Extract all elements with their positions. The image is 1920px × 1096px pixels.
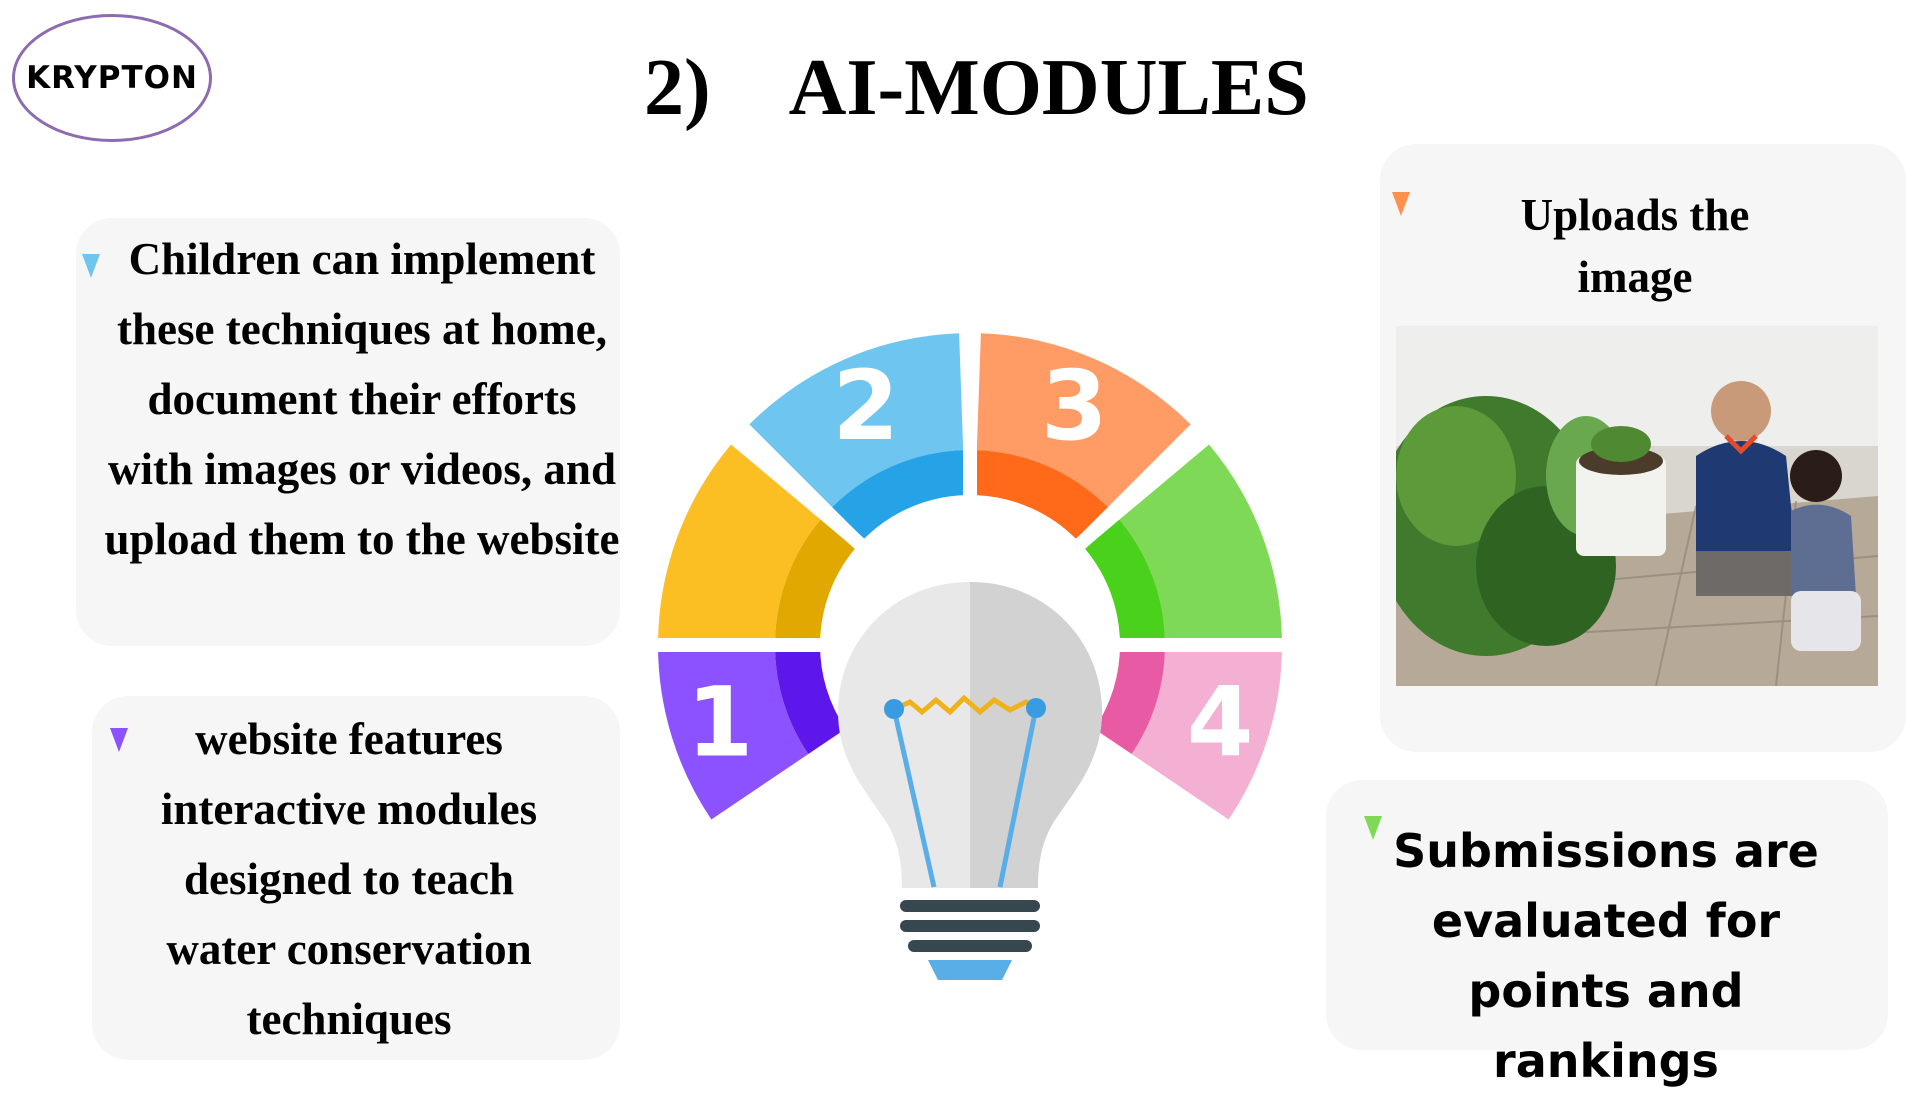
- wheel-number-4: 4: [1187, 666, 1254, 778]
- wheel-number-2: 2: [832, 350, 899, 462]
- card-interactive-modules: website features interactive modules des…: [92, 696, 620, 1060]
- card-text: Children can implement these techniques …: [104, 234, 620, 564]
- marker-triangle-icon: [82, 254, 100, 278]
- page-title: 2) AI-MODULES: [560, 38, 1360, 138]
- gardening-photo-illustration: [1396, 326, 1878, 686]
- krypton-logo: KRYPTON: [12, 14, 212, 142]
- wheel-segment-inner-2: [775, 519, 856, 645]
- wheel-segment-2: [658, 444, 821, 645]
- wheel-number-1: 1: [687, 666, 754, 778]
- marker-triangle-icon: [110, 728, 128, 752]
- numbered-wheel: 1 2 3 4: [654, 329, 1286, 980]
- wheel-segment-inner-1: [775, 645, 846, 755]
- marker-triangle-icon: [1392, 192, 1410, 216]
- wheel-segment-inner-6: [1094, 645, 1165, 755]
- wheel-segment-5: [1119, 444, 1282, 645]
- wheel-segment-4: [976, 333, 1191, 508]
- title-number: 2): [644, 43, 711, 132]
- title-text: AI-MODULES: [788, 43, 1309, 132]
- wheel-segment-inner-3: [832, 450, 965, 539]
- wheel-divider: [1074, 426, 1208, 551]
- card-submissions-evaluated: Submissions are evaluated for points and…: [1326, 780, 1888, 1088]
- marker-triangle-icon: [1364, 816, 1382, 840]
- wheel-segment-inner-5: [1084, 519, 1165, 645]
- wheel-segment-6: [1131, 645, 1282, 820]
- wheel-segment-inner-4: [975, 450, 1108, 539]
- wheel-number-3: 3: [1041, 350, 1108, 462]
- lightbulb-icon: [838, 582, 1102, 980]
- wheel-divider: [732, 426, 866, 551]
- card-text: website features interactive modules des…: [160, 714, 538, 1044]
- gardening-photo: [1396, 326, 1878, 686]
- wheel-segment-3: [749, 333, 964, 508]
- card-text: Uploads the image: [1520, 190, 1750, 302]
- card-implement-at-home: Children can implement these techniques …: [76, 218, 620, 646]
- wheel-segment-1: [658, 645, 809, 820]
- card-uploads-image: Uploads the image: [1380, 144, 1906, 752]
- card-text: Submissions are evaluated for points and…: [1393, 824, 1819, 1088]
- logo-text: KRYPTON: [26, 60, 198, 96]
